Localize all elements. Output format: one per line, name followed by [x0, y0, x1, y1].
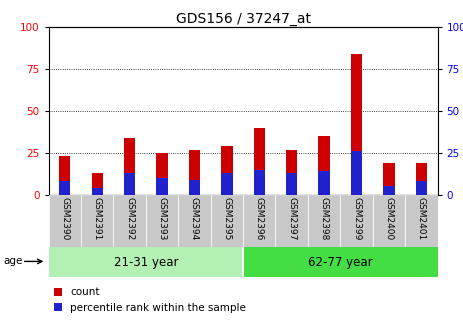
FancyBboxPatch shape [146, 195, 178, 247]
Bar [156, 178, 168, 195]
FancyBboxPatch shape [81, 195, 113, 247]
FancyBboxPatch shape [275, 195, 308, 247]
FancyBboxPatch shape [49, 195, 81, 247]
Bar [416, 163, 427, 195]
FancyBboxPatch shape [243, 195, 275, 247]
Bar [156, 153, 168, 195]
Bar [254, 128, 265, 195]
Text: 21-31 year: 21-31 year [113, 256, 178, 268]
Text: GSM2398: GSM2398 [319, 198, 329, 241]
Bar [92, 173, 103, 195]
Text: GSM2391: GSM2391 [93, 198, 102, 241]
FancyBboxPatch shape [113, 195, 146, 247]
Bar [383, 186, 394, 195]
Text: age: age [4, 256, 23, 266]
Text: GSM2397: GSM2397 [287, 198, 296, 241]
Bar [221, 146, 232, 195]
FancyBboxPatch shape [308, 195, 340, 247]
FancyBboxPatch shape [373, 195, 405, 247]
Bar [383, 163, 394, 195]
Bar [221, 173, 232, 195]
Legend: count, percentile rank within the sample: count, percentile rank within the sample [54, 288, 246, 313]
Text: GSM2399: GSM2399 [352, 198, 361, 241]
Text: GSM2392: GSM2392 [125, 198, 134, 241]
FancyBboxPatch shape [178, 195, 211, 247]
Text: GSM2390: GSM2390 [60, 198, 69, 241]
Text: 62-77 year: 62-77 year [308, 256, 373, 268]
Text: GSM2394: GSM2394 [190, 198, 199, 241]
FancyBboxPatch shape [211, 195, 243, 247]
Text: GSM2396: GSM2396 [255, 198, 264, 241]
Bar [189, 180, 200, 195]
Bar [286, 173, 297, 195]
Bar [351, 151, 362, 195]
Title: GDS156 / 37247_at: GDS156 / 37247_at [175, 12, 311, 26]
Bar [319, 136, 330, 195]
Bar [189, 150, 200, 195]
Bar [92, 188, 103, 195]
FancyBboxPatch shape [340, 195, 373, 247]
Bar [319, 171, 330, 195]
Bar [124, 173, 135, 195]
Text: GSM2395: GSM2395 [222, 198, 232, 241]
Bar [254, 170, 265, 195]
Text: GSM2401: GSM2401 [417, 198, 426, 241]
FancyBboxPatch shape [243, 247, 438, 277]
Bar [286, 150, 297, 195]
Bar [59, 181, 70, 195]
Text: GSM2393: GSM2393 [157, 198, 167, 241]
FancyBboxPatch shape [405, 195, 438, 247]
Bar [351, 54, 362, 195]
Bar [416, 181, 427, 195]
Bar [124, 138, 135, 195]
FancyBboxPatch shape [49, 247, 243, 277]
Bar [59, 156, 70, 195]
Text: GSM2400: GSM2400 [384, 198, 394, 241]
